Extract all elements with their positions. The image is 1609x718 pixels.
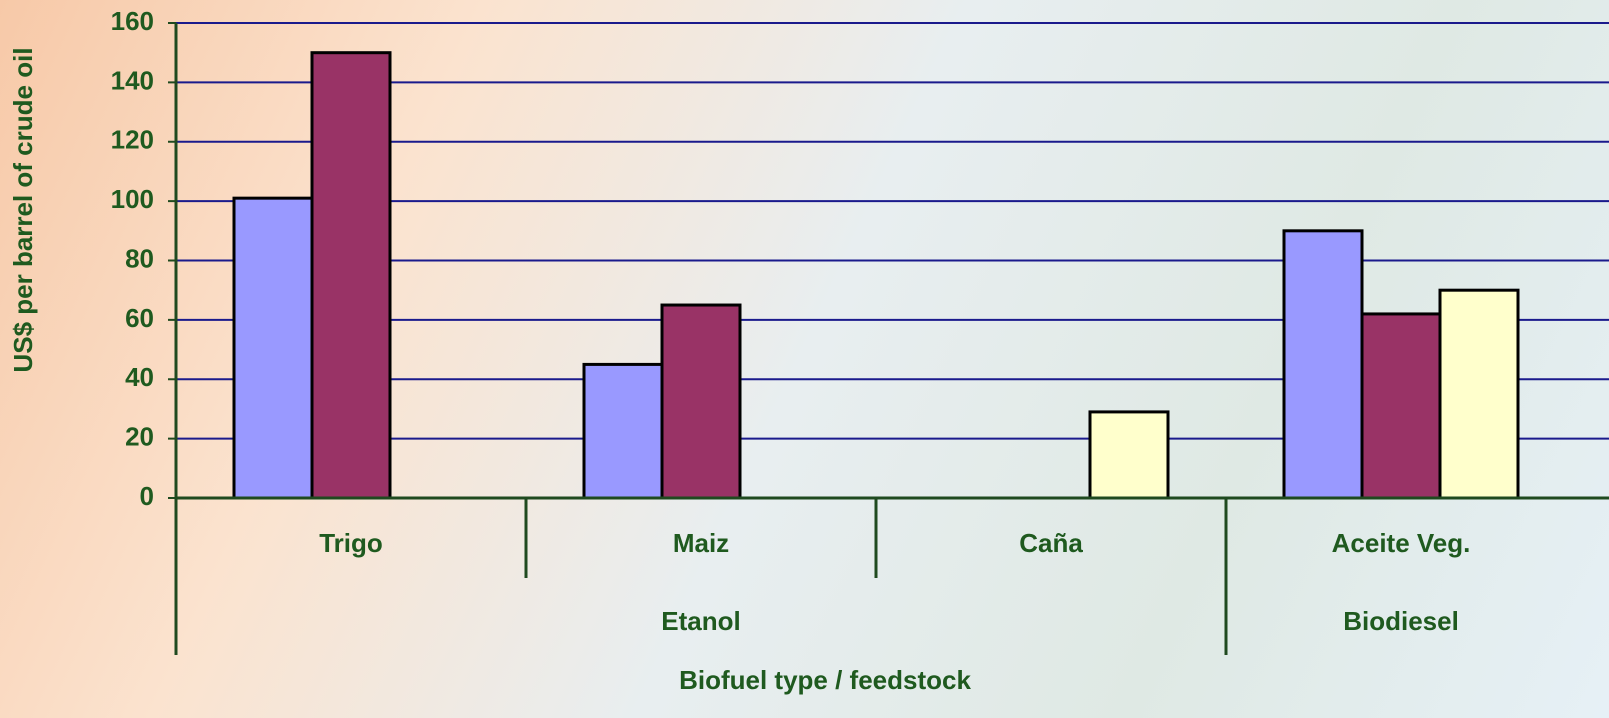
group-label: Biodiesel [1343, 606, 1459, 636]
y-axis-title: US$ per barrel of crude oil [8, 47, 38, 372]
y-tick-label: 140 [111, 65, 154, 95]
bar [1282, 229, 1364, 500]
y-tick-label: 60 [125, 303, 154, 333]
x-tick-label: Trigo [319, 528, 383, 558]
bar [660, 303, 742, 500]
bar [1088, 410, 1170, 500]
bar [1438, 288, 1520, 500]
y-tick-label: 80 [125, 243, 154, 273]
y-tick-label: 160 [111, 6, 154, 36]
x-axis-title: Biofuel type / feedstock [679, 665, 971, 695]
y-tick-label: 20 [125, 422, 154, 452]
bar [232, 196, 314, 500]
y-tick-label: 100 [111, 184, 154, 214]
group-label: Etanol [661, 606, 740, 636]
x-tick-label: Aceite Veg. [1332, 528, 1471, 558]
y-tick-label: 120 [111, 125, 154, 155]
x-tick-label: Maiz [673, 528, 729, 558]
bar [310, 51, 392, 500]
bar [582, 362, 664, 500]
y-tick-label: 40 [125, 362, 154, 392]
bar [1360, 312, 1442, 500]
y-tick-label: 0 [140, 481, 154, 511]
x-tick-label: Caña [1019, 528, 1083, 558]
